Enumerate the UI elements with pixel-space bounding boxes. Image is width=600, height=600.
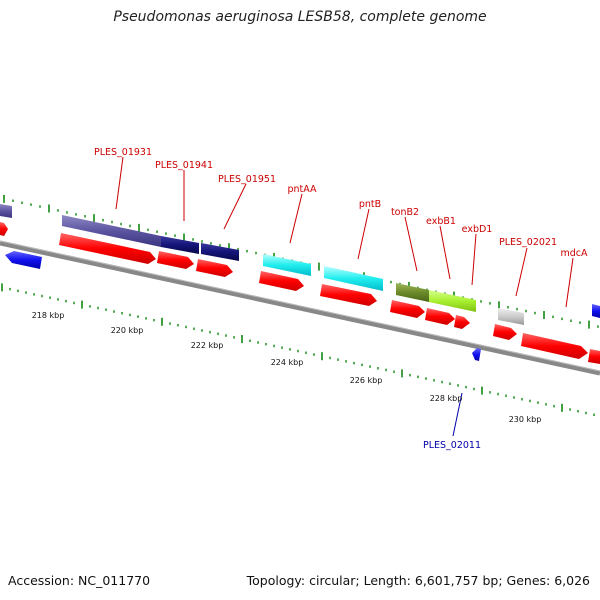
- feature-box-pntb[interactable]: [324, 266, 383, 291]
- scale-label-230: 230 kbp: [509, 415, 542, 424]
- feature-box-pntaa[interactable]: [263, 254, 311, 276]
- cds-arrow-ples-02021[interactable]: [493, 324, 517, 340]
- gene-label-ples-01941[interactable]: PLES_01941: [155, 160, 213, 171]
- cds-arrow-partial[interactable]: [0, 222, 8, 236]
- gene-label-exbd1[interactable]: exbD1: [462, 224, 493, 235]
- scale-label-226: 226 kbp: [350, 376, 383, 385]
- feature-band: [0, 204, 600, 325]
- gene-label-tonb2[interactable]: tonB2: [391, 207, 419, 218]
- reverse-cds-track: [5, 251, 481, 361]
- leader-exbb1: [439, 225, 451, 280]
- gene-label-exbb1[interactable]: exbB1: [426, 216, 456, 227]
- label-leaders: [115, 156, 574, 308]
- genome-backbone-highlight: [0, 240, 600, 372]
- leader-ples-02021: [515, 247, 528, 297]
- cds-arrow-edge[interactable]: [588, 349, 600, 364]
- cds-arrow-tonb2[interactable]: [390, 300, 425, 318]
- scale-label-220: 220 kbp: [111, 326, 144, 335]
- gene-label-ples-02021[interactable]: PLES_02021: [499, 237, 557, 248]
- leader-ples-01931: [115, 156, 124, 210]
- scale-label-228: 228 kbp: [430, 394, 463, 403]
- leader-exbd1: [471, 233, 477, 286]
- gene-labels: PLES_01931 PLES_01941 PLES_01951 pntAA p…: [94, 147, 588, 451]
- feature-box-partial[interactable]: [0, 204, 12, 218]
- cds-arrow-pntb[interactable]: [320, 284, 377, 306]
- cds-arrow-mdca[interactable]: [521, 333, 588, 359]
- scale-label-224: 224 kbp: [271, 358, 304, 367]
- gene-label-ples-01951[interactable]: PLES_01951: [218, 174, 276, 185]
- leader-mdca: [565, 257, 574, 308]
- feature-box-ples-01931[interactable]: [62, 215, 161, 247]
- feature-box-edge[interactable]: [592, 304, 600, 318]
- cds-arrow-reverse-left[interactable]: [5, 251, 42, 269]
- cds-arrow-ples-02011[interactable]: [472, 348, 481, 361]
- cds-arrow-ples-01951[interactable]: [196, 259, 233, 277]
- gene-label-mdca[interactable]: mdcA: [560, 248, 588, 259]
- feature-box-ples-01951[interactable]: [201, 243, 239, 261]
- feature-box-ples-01941[interactable]: [161, 236, 199, 254]
- cds-arrow-ples-01941[interactable]: [157, 251, 194, 269]
- gene-label-ples-02011[interactable]: PLES_02011: [423, 440, 481, 451]
- leader-tonb2: [404, 216, 418, 272]
- cds-arrow-pntaa[interactable]: [259, 271, 304, 291]
- leader-ples-01951: [223, 183, 247, 230]
- leader-pntaa: [289, 193, 303, 244]
- cds-arrow-exbb1[interactable]: [425, 308, 455, 325]
- leader-pntb: [357, 208, 370, 260]
- genome-summary: Topology: circular; Length: 6,601,757 bp…: [246, 573, 590, 588]
- map-title: Pseudomonas aeruginosa LESB58, complete …: [113, 9, 487, 25]
- feature-box-exbb1[interactable]: [429, 290, 476, 312]
- gene-label-ples-01931[interactable]: PLES_01931: [94, 147, 152, 158]
- cds-arrow-exbd1[interactable]: [454, 315, 470, 329]
- feature-box-ples-02021[interactable]: [498, 308, 524, 325]
- feature-box-tonb2[interactable]: [396, 283, 429, 302]
- genome-backbone: [0, 240, 600, 376]
- gene-label-pntb[interactable]: pntB: [359, 199, 381, 210]
- cds-arrow-ples-01931[interactable]: [59, 233, 156, 264]
- scale-label-218: 218 kbp: [32, 311, 65, 320]
- forward-cds-track: [0, 222, 600, 364]
- scale-label-222: 222 kbp: [191, 341, 224, 350]
- leader-ples-02011: [452, 392, 463, 437]
- scale-labels: 218 kbp 220 kbp 222 kbp 224 kbp 226 kbp …: [32, 311, 542, 424]
- accession-label: Accession: NC_011770: [8, 573, 151, 588]
- gene-label-pntaa[interactable]: pntAA: [287, 184, 317, 195]
